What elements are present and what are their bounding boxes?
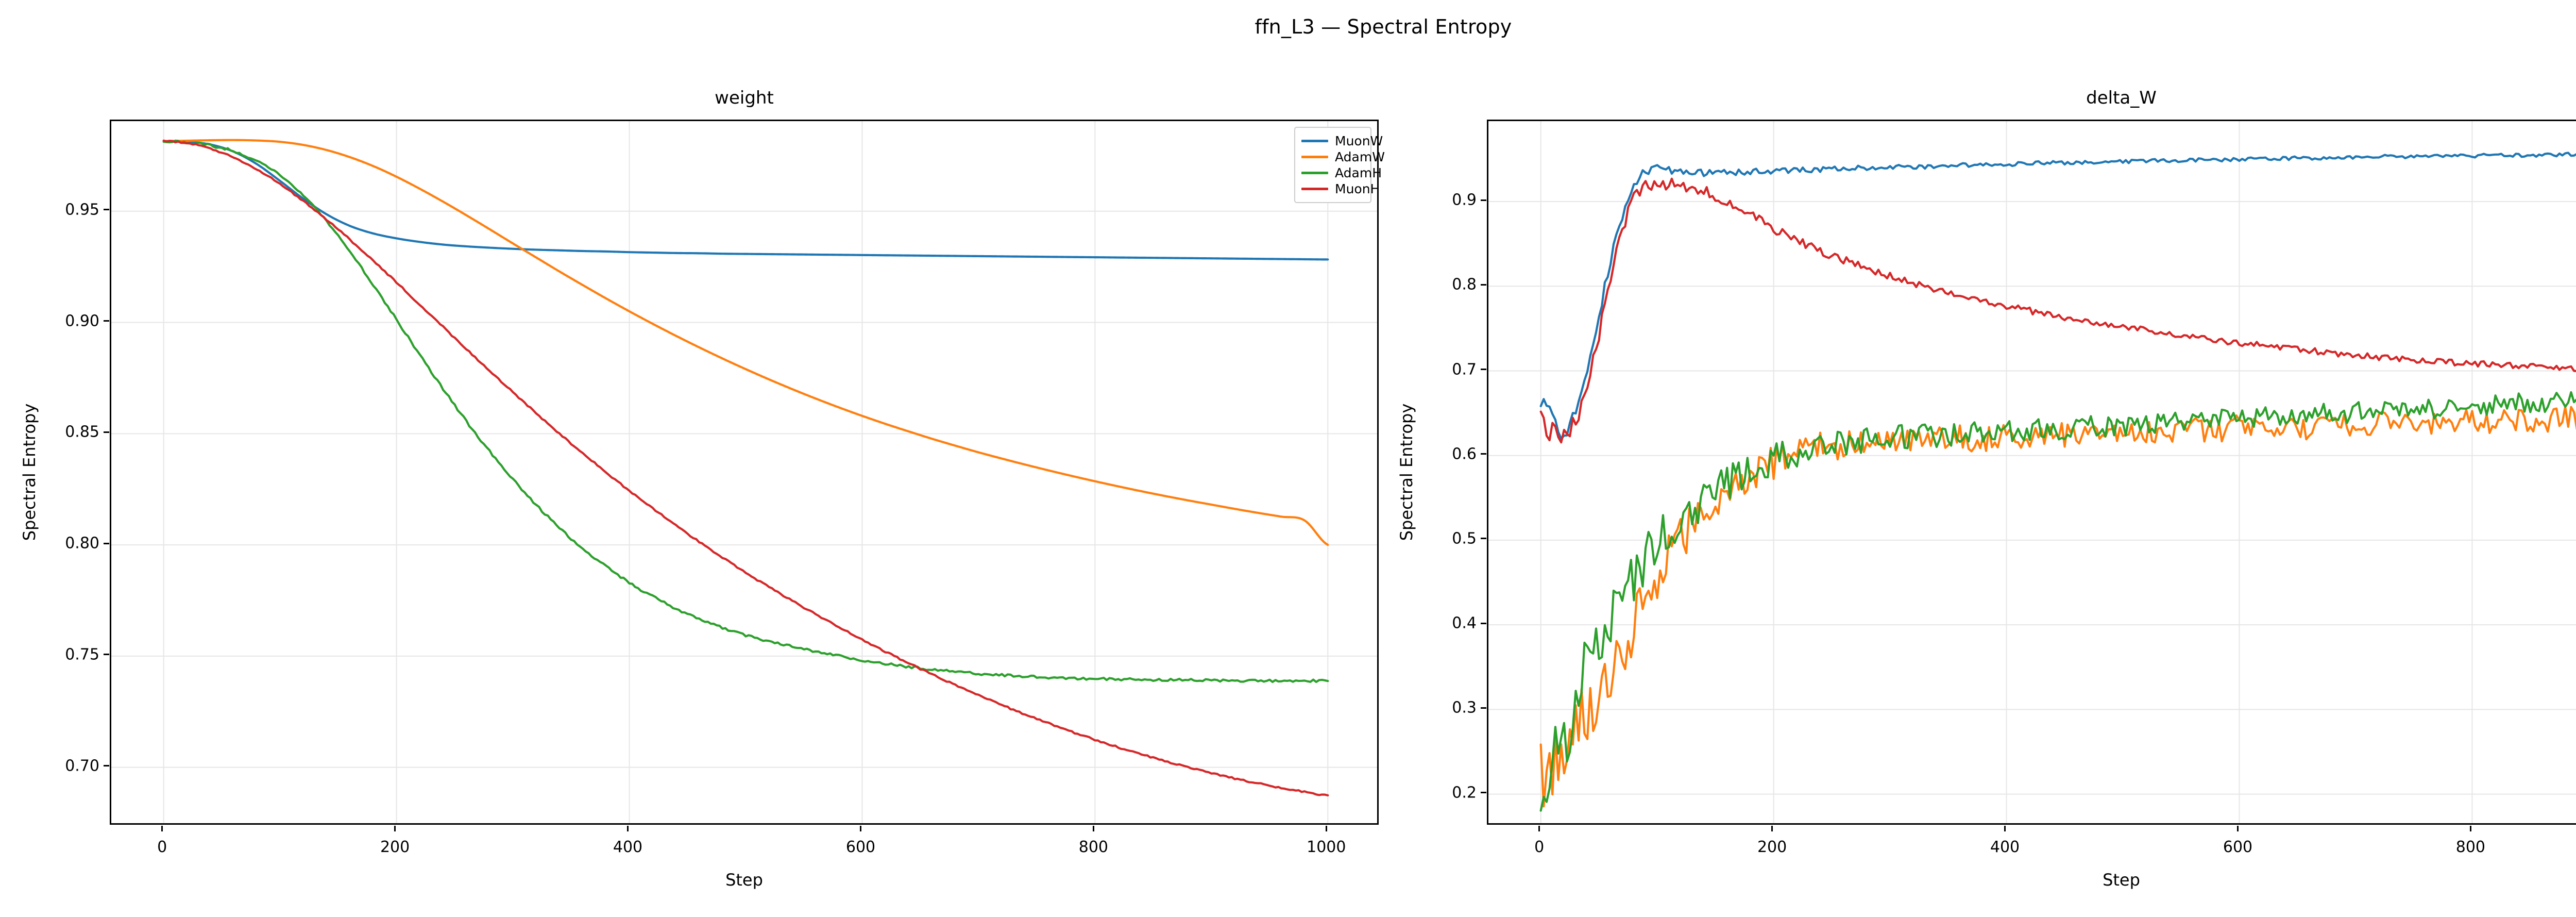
x-tick-mark (2469, 826, 2471, 831)
legend-color-swatch (1301, 140, 1328, 142)
series-adamw (1539, 405, 2576, 808)
y-tick-label: 0.7 (1452, 360, 1477, 378)
y-tick-mark (104, 320, 109, 322)
y-tick-label: 0.3 (1452, 698, 1477, 717)
x-tick-label: 1000 (1307, 838, 1346, 856)
series-muonh (162, 139, 1329, 797)
y-tick-mark (1481, 453, 1486, 455)
axes-weight (110, 120, 1379, 825)
x-tick-label: 600 (2223, 838, 2253, 856)
x-axis-label-delta-w: Step (2103, 870, 2140, 890)
x-tick-label: 0 (1534, 838, 1545, 856)
series-adamw (162, 139, 1329, 546)
plot-area-delta-w (1488, 121, 2576, 823)
legend-entry-muonw[interactable]: MuonW (1301, 133, 1383, 149)
series-adamh (1539, 391, 2576, 812)
x-tick-label: 800 (1078, 838, 1109, 856)
y-tick-label: 0.75 (65, 645, 99, 664)
figure-suptitle: ffn_L3 — Spectral Entropy (1255, 15, 1512, 38)
y-tick-mark (1481, 622, 1486, 624)
x-tick-label: 200 (380, 838, 410, 856)
legend-entry-muonh[interactable]: MuonH (1301, 181, 1380, 197)
legend-color-swatch (1301, 156, 1328, 158)
legend-entry-label: MuonW (1335, 134, 1383, 148)
y-tick-mark (1481, 369, 1486, 370)
x-tick-mark (1092, 826, 1094, 831)
y-tick-mark (1481, 538, 1486, 540)
y-tick-mark (104, 654, 109, 656)
legend-entry-adamh[interactable]: AdamH (1301, 165, 1382, 181)
x-tick-mark (394, 826, 396, 831)
series-muonw (162, 140, 1329, 261)
x-tick-label: 400 (613, 838, 643, 856)
legend-entry-label: MuonH (1335, 181, 1380, 196)
y-tick-mark (104, 765, 109, 767)
y-tick-mark (1481, 707, 1486, 709)
legend-entry-label: AdamH (1335, 165, 1382, 180)
legend-entry-label: AdamW (1335, 149, 1385, 164)
x-tick-label: 400 (1990, 838, 2020, 856)
x-tick-mark (860, 826, 861, 831)
y-tick-label: 0.6 (1452, 445, 1477, 463)
y-tick-label: 0.2 (1452, 783, 1477, 802)
y-tick-mark (104, 209, 109, 211)
x-tick-mark (2237, 826, 2239, 831)
series-adamh (162, 139, 1329, 683)
legend-weight[interactable]: MuonW AdamW AdamH MuonH (1294, 127, 1385, 203)
y-tick-label: 0.95 (65, 201, 99, 219)
y-tick-label: 0.9 (1452, 191, 1477, 209)
series-muonh (1539, 177, 2576, 444)
panel-title-weight: weight (715, 88, 774, 108)
x-tick-label: 0 (157, 838, 167, 856)
x-tick-mark (2004, 826, 2006, 831)
x-tick-mark (161, 826, 163, 831)
x-tick-mark (1771, 826, 1773, 831)
y-axis-label-weight: Spectral Entropy (20, 403, 39, 541)
y-tick-mark (104, 431, 109, 433)
y-tick-label: 0.4 (1452, 614, 1477, 632)
legend-color-swatch (1301, 172, 1328, 174)
x-tick-mark (1538, 826, 1540, 831)
y-tick-label: 0.85 (65, 423, 99, 441)
y-tick-label: 0.90 (65, 312, 99, 330)
x-axis-label-weight: Step (725, 870, 763, 890)
legend-entry-adamw[interactable]: AdamW (1301, 149, 1385, 165)
x-tick-mark (627, 826, 629, 831)
panel-title-delta-w: delta_W (2086, 88, 2157, 108)
x-tick-label: 600 (845, 838, 876, 856)
y-tick-mark (1481, 792, 1486, 794)
y-tick-mark (1481, 284, 1486, 286)
y-tick-mark (104, 542, 109, 544)
series-muonw (1539, 152, 2576, 440)
y-tick-mark (1481, 199, 1486, 201)
y-axis-label-delta-w: Spectral Entropy (1397, 403, 1416, 541)
x-tick-label: 800 (2455, 838, 2486, 856)
x-tick-label: 200 (1757, 838, 1787, 856)
axes-delta-w (1487, 120, 2576, 825)
plot-area-weight (111, 121, 1377, 823)
y-tick-label: 0.8 (1452, 275, 1477, 294)
y-tick-label: 0.80 (65, 534, 99, 553)
y-tick-label: 0.5 (1452, 529, 1477, 548)
legend-color-swatch (1301, 188, 1328, 190)
x-tick-mark (1325, 826, 1327, 831)
y-tick-label: 0.70 (65, 757, 99, 775)
